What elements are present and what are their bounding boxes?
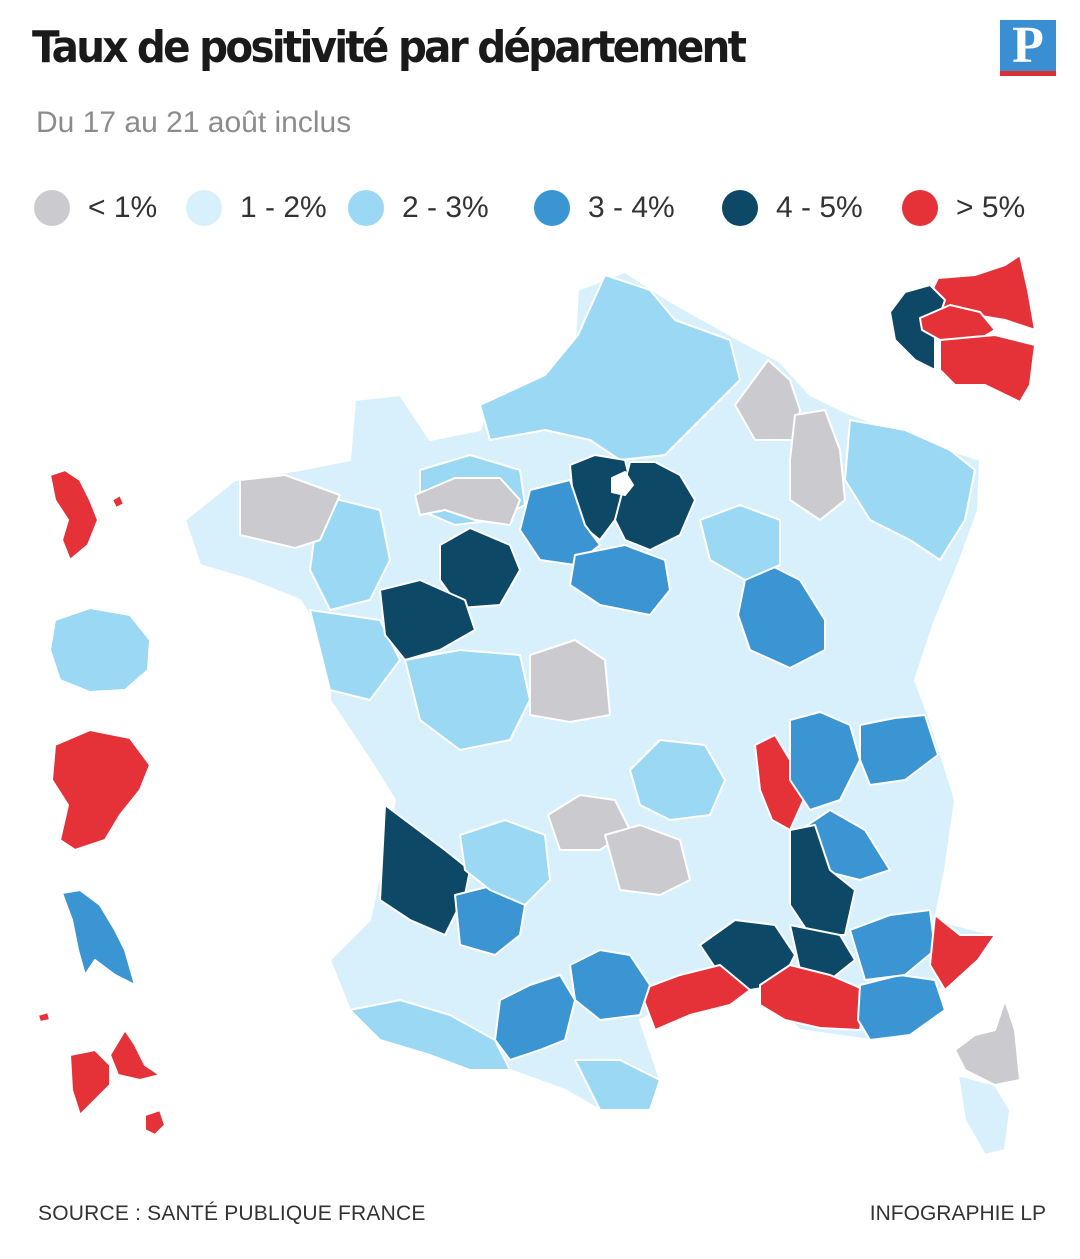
region-3-4-cote-dor	[737, 564, 826, 669]
region-3-4-var	[857, 974, 946, 1041]
legend-label: 4 - 5%	[776, 191, 863, 224]
region-2-3-east	[844, 419, 976, 561]
overseas-3-4-martinique	[61, 889, 136, 986]
legend-swatch	[34, 190, 70, 226]
region-3-4-haute-savoie	[859, 714, 939, 786]
region-lt1-cantal	[604, 824, 691, 896]
legend-item-4-5: 4 - 5%	[722, 186, 863, 230]
region-lt1-brittany	[239, 474, 341, 549]
region-gt5-herault	[639, 964, 751, 1031]
legend-swatch	[902, 190, 938, 226]
region-lt1-eure	[414, 477, 521, 526]
overseas-gt5-guadeloupe	[69, 1049, 111, 1116]
credit-note: INFOGRAPHIE LP	[869, 1202, 1046, 1225]
region-2-3-loire	[309, 609, 401, 701]
overseas-gt5-guadeloupe-east	[109, 1029, 161, 1081]
region-1-2-corse-du-sud	[957, 1074, 1011, 1156]
region-gt5-alpes-maritimes	[929, 914, 996, 991]
legend: < 1% 1 - 2% 2 - 3% 3 - 4% 4 - 5% > 5%	[34, 186, 1044, 230]
region-lt1-meuse	[789, 409, 846, 521]
region-4-5-sarthe	[439, 527, 521, 609]
legend-item-2-3: 2 - 3%	[348, 186, 489, 230]
region-2-3-burgundy	[699, 504, 781, 581]
region-2-3-brittany	[309, 494, 391, 611]
inset-gt5-val-de-marne	[939, 334, 1036, 403]
legend-item-3-4: 3 - 4%	[534, 186, 675, 230]
region-3-4-tarn	[569, 949, 651, 1021]
legend-item-1-2: 1 - 2%	[186, 186, 327, 230]
legend-item-gt5: > 5%	[902, 186, 1025, 230]
region-4-5-drome	[789, 824, 856, 936]
overseas-gt5-guyane	[51, 729, 151, 851]
overseas-gt5-mayotte	[49, 469, 99, 561]
region-4-5-idf-east	[614, 461, 696, 551]
legend-swatch	[722, 190, 758, 226]
legend-label: 3 - 4%	[588, 191, 675, 224]
legend-label: 2 - 3%	[402, 191, 489, 224]
overseas-gt5-islet-small	[37, 1011, 51, 1023]
region-2-3-center	[404, 649, 531, 751]
legend-swatch	[186, 190, 222, 226]
region-gt5-rhone	[754, 734, 809, 831]
region-2-3-ariege	[574, 1059, 661, 1111]
source-note: SOURCE : SANTÉ PUBLIQUE FRANCE	[38, 1202, 426, 1225]
region-4-5-maine-et-loire	[379, 579, 476, 661]
legend-swatch	[348, 190, 384, 226]
overseas-gt5-mayotte-islet	[111, 494, 125, 509]
region-lt1-center	[529, 639, 611, 723]
region-2-3-southwest	[459, 819, 551, 906]
legend-swatch	[534, 190, 570, 226]
region-2-3-rhone-alpes	[629, 739, 726, 821]
map-title: Taux de positivité par département	[32, 22, 747, 73]
region-3-4-haute-garonne	[494, 974, 576, 1061]
legend-label: 1 - 2%	[240, 191, 327, 224]
overseas-gt5-guadeloupe-islet	[144, 1109, 166, 1136]
region-lt1-ardennes	[734, 359, 801, 441]
region-gt5-bouches-du-rhone	[759, 964, 866, 1031]
region-lt1-paris	[611, 471, 634, 496]
legend-label: > 5%	[956, 191, 1026, 224]
region-4-5-vaucluse	[789, 924, 856, 981]
france-department-map	[37, 254, 1036, 1156]
region-3-4-loiret	[569, 544, 671, 616]
region-3-4-ain	[789, 711, 861, 811]
region-lt1-haute-corse	[954, 999, 1021, 1086]
map-subtitle: Du 17 au 21 août inclus	[36, 106, 352, 139]
legend-label: < 1%	[88, 191, 158, 224]
le-parisien-logo: P	[1000, 20, 1056, 76]
region-2-3-pyrenees	[349, 999, 511, 1071]
legend-item-lt1: < 1%	[34, 186, 157, 230]
overseas-2-3-reunion	[49, 607, 151, 693]
